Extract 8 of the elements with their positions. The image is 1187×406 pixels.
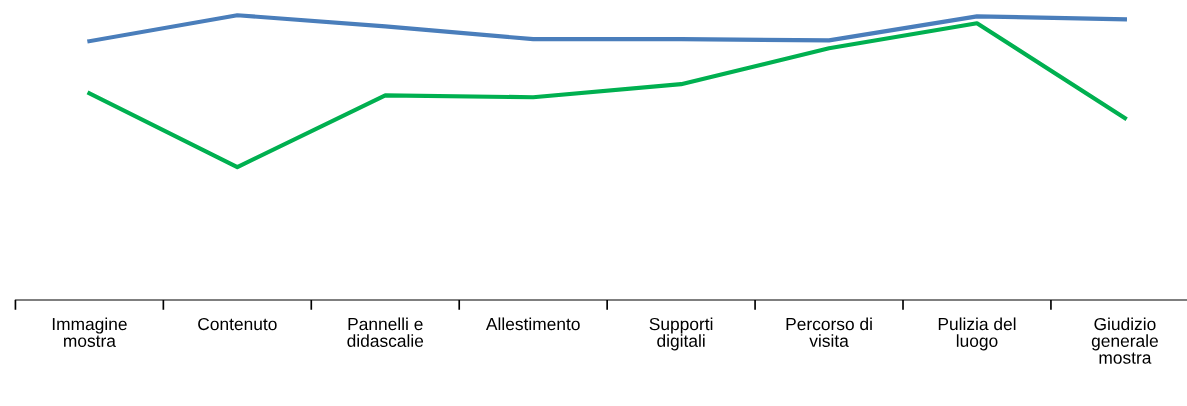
x-tick-label: Allestimento bbox=[485, 317, 580, 331]
x-tick-label: Immagine mostra bbox=[52, 317, 127, 347]
x-tick-label: Percorso di visita bbox=[786, 317, 872, 347]
x-tick-label: Contenuto bbox=[198, 317, 277, 331]
x-tick-label: Supporti digitali bbox=[649, 317, 713, 351]
x-tick-label: Giudizio generale mostra bbox=[1091, 317, 1158, 364]
x-tick-label: Pannelli e didascalie bbox=[347, 317, 424, 347]
x-tick-label: Pulizia del luogo bbox=[938, 317, 1016, 351]
